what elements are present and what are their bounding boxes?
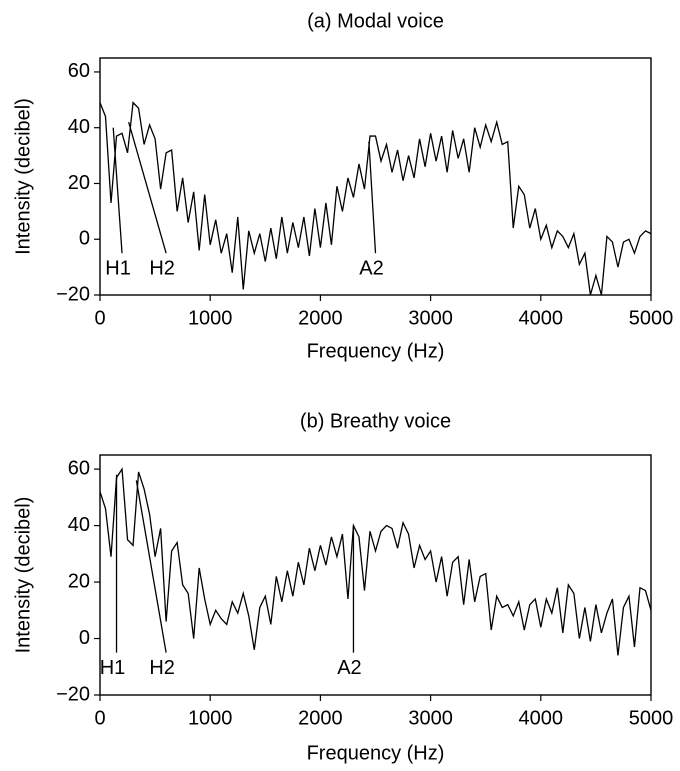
- annotation-label: H2: [149, 257, 175, 279]
- x-axis-label: Frequency (Hz): [307, 340, 445, 362]
- x-tick-label: 4000: [519, 307, 564, 329]
- annotation-label: H1: [100, 657, 126, 679]
- x-tick-label: 1000: [188, 707, 233, 729]
- annotation-line: [128, 121, 167, 254]
- y-tick-label: 60: [68, 457, 90, 479]
- y-tick-label: 40: [68, 116, 90, 138]
- spectrum-line: [100, 101, 651, 295]
- y-axis-label: Intensity (decibel): [12, 98, 34, 255]
- annotation-line: [112, 127, 123, 254]
- x-tick-label: 2000: [298, 307, 343, 329]
- x-tick-label: 5000: [629, 707, 674, 729]
- plot-frame: [99, 454, 652, 696]
- y-tick-label: −20: [56, 683, 90, 705]
- x-tick-label: 3000: [408, 307, 453, 329]
- y-tick-label: 40: [68, 514, 90, 536]
- y-tick-label: 0: [79, 228, 90, 250]
- y-tick-label: 20: [68, 172, 90, 194]
- annotation-label: H1: [105, 257, 131, 279]
- y-axis-label: Intensity (decibel): [12, 497, 34, 654]
- y-tick-label: 20: [68, 570, 90, 592]
- x-tick-label: 1000: [188, 307, 233, 329]
- plot-frame: [99, 57, 652, 296]
- x-tick-label: 0: [94, 307, 105, 329]
- x-tick-label: 0: [94, 707, 105, 729]
- annotation-label: A2: [359, 257, 383, 279]
- chart-title: (b) Breathy voice: [300, 410, 451, 432]
- annotation-line: [368, 141, 377, 254]
- y-tick-label: −20: [56, 283, 90, 305]
- annotation-label: H2: [149, 657, 175, 679]
- x-tick-label: 2000: [298, 707, 343, 729]
- x-tick-label: 5000: [629, 307, 674, 329]
- spectrum-line: [100, 467, 651, 656]
- annotation-line: [135, 480, 167, 653]
- chart-title: (a) Modal voice: [307, 10, 444, 32]
- x-tick-label: 4000: [519, 707, 564, 729]
- annotation-label: A2: [337, 657, 361, 679]
- y-tick-label: 60: [68, 60, 90, 82]
- x-axis-label: Frequency (Hz): [307, 742, 445, 764]
- x-tick-label: 3000: [408, 707, 453, 729]
- y-tick-label: 0: [79, 627, 90, 649]
